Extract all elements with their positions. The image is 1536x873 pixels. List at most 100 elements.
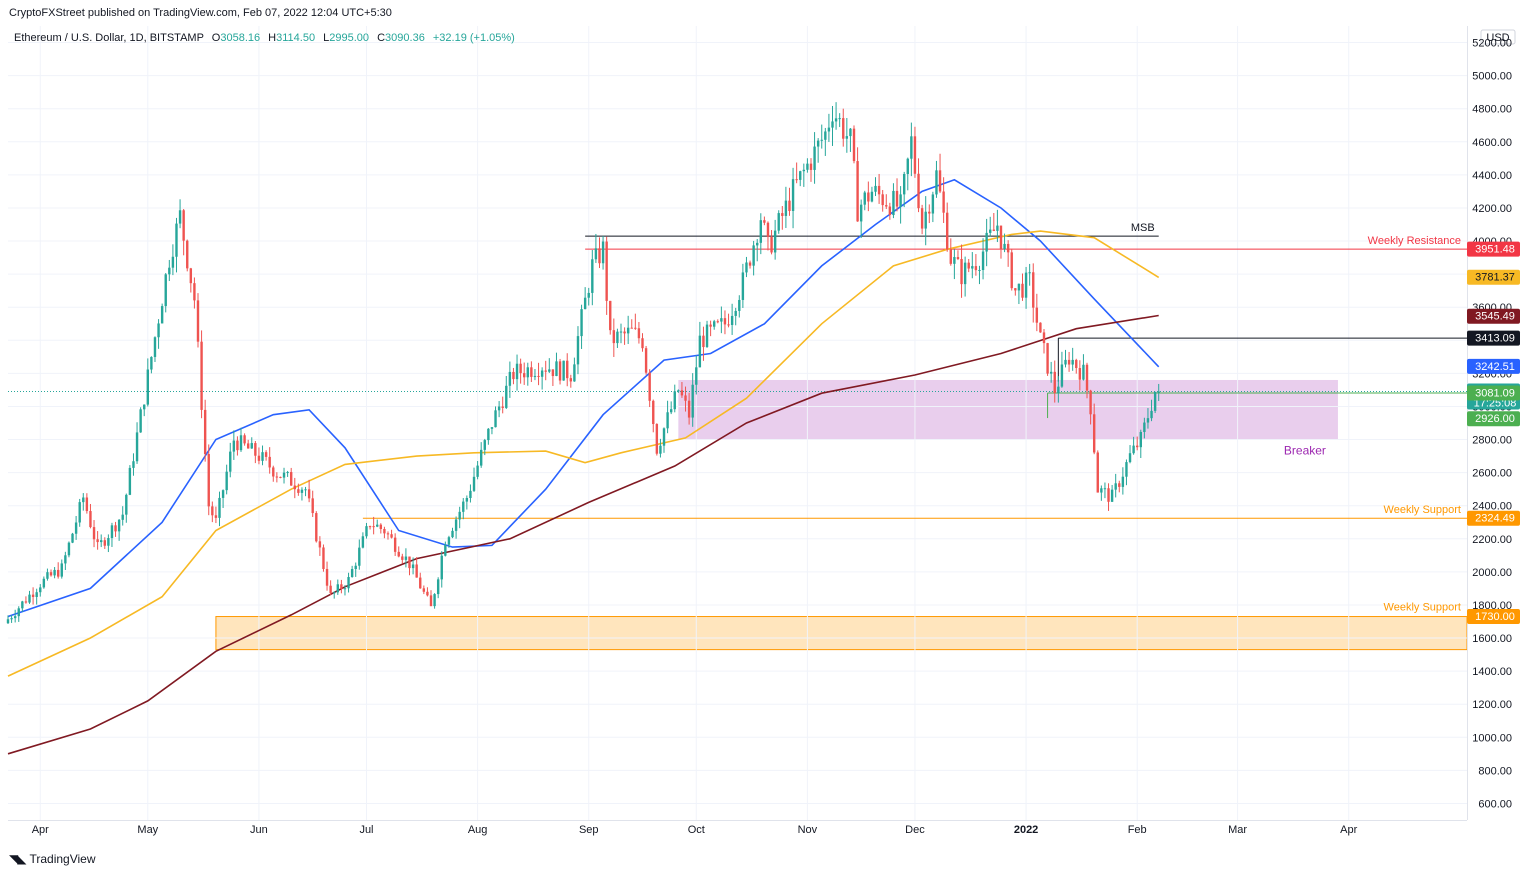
candle-body [569,378,573,382]
candle-body [225,471,228,491]
candle-body [813,146,816,170]
currency-box[interactable] [1480,29,1516,45]
candle-body [992,229,996,231]
candle-body [759,220,763,243]
candle-body [440,555,443,580]
candle-body [336,584,339,593]
candle-body [426,591,429,596]
candle-body [293,485,296,490]
candle-body [598,248,601,264]
candle-body [1139,431,1142,448]
candle-body [322,547,325,569]
candle-body [1042,332,1046,344]
candle-body [526,367,529,378]
candle-body [383,529,386,534]
candle-body [770,236,773,253]
candle-body [171,256,175,268]
candle-body [268,456,271,468]
candle-body [125,494,128,515]
candle-body [178,210,182,224]
candle-body [712,321,716,327]
candle-body [956,257,960,260]
candle-body [139,409,142,433]
y-tick-label: 1800.00 [1472,600,1512,612]
candle-body [42,578,46,588]
moving-average-yellow [7,230,1160,677]
candle-body [881,194,884,206]
price-tag-label: 3081.09 [1475,388,1515,400]
price-tag-label: 3951.48 [1475,244,1515,256]
tradingview-logo-text: TradingView [29,852,96,866]
candle-body [537,375,540,377]
candle-body [10,618,13,620]
candle-body [451,530,454,538]
candle-body [221,490,225,498]
candle-body [390,534,393,538]
candle-body [261,452,264,461]
candle-body [307,489,311,499]
candle-body [279,476,282,478]
candle-body [289,472,293,486]
y-tick-label: 800.00 [1478,765,1512,777]
price-chart[interactable]: MSB Weekly Resistance Weekly Support Breake… [0,0,1536,843]
candle-body [376,524,379,527]
candle-body [533,375,537,377]
y-tick-label: 5200.00 [1472,38,1512,50]
candle-body [1028,272,1031,274]
candle-body [838,118,841,120]
candle-body [121,514,124,520]
candle-body [92,527,96,540]
candle-body [791,179,795,211]
price-tag [1467,510,1520,526]
candle-body [1096,452,1099,493]
candle-body [135,432,139,462]
zone-breaker [678,379,1338,440]
candle-body [229,451,232,472]
candle-body [662,428,666,446]
level-label: MSB [1131,222,1155,234]
candle-body [24,601,28,603]
candle-body [39,587,42,593]
price-tag-label: 3781.37 [1475,272,1515,284]
candle-body [705,324,709,348]
publisher-bar: CryptoFXStreet published on TradingView.… [0,0,1536,26]
candle-body [648,372,651,401]
candle-body [311,498,314,514]
candle-body [870,191,874,202]
candle-body [913,136,917,174]
candle-body [207,454,210,507]
candle-body [189,268,193,284]
tradingview-logo[interactable]: ◥◣ TradingView [9,852,96,866]
candle-body [899,194,902,207]
candle-body [989,229,992,233]
candle-body [591,259,594,293]
candle-body [601,241,605,264]
candle-body [874,185,877,192]
candle-body [852,128,856,162]
candle-body [462,501,465,512]
candle-body [433,594,436,607]
candle-body [738,299,741,311]
candle-body [286,472,289,474]
candle-body [709,324,712,327]
candle-body [21,601,24,609]
candle-body [132,461,135,468]
candle-body [698,335,702,368]
candle-body [6,619,10,624]
footer: ◥◣ TradingView [0,843,1536,873]
candle-body [666,412,669,429]
candle-body [716,321,719,323]
candle-body [1103,488,1107,490]
candle-body [695,367,698,385]
legend-open: 3058.16 [220,32,260,44]
candle-body [928,211,931,214]
candle-body [1136,445,1139,448]
candle-body [254,443,257,456]
candle-body [56,569,60,577]
candle-body [365,526,368,537]
candle-body [89,511,92,528]
candle-body [1046,343,1049,374]
candle-body [920,208,924,229]
candle-body [1064,359,1067,365]
x-tick-label: Nov [798,824,818,836]
